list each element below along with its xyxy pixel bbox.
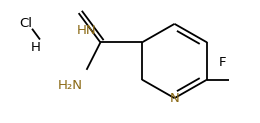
Text: Cl: Cl [19, 17, 32, 30]
Text: HN: HN [77, 24, 96, 37]
Text: H: H [31, 41, 41, 54]
Text: F: F [219, 56, 226, 69]
Text: H₂N: H₂N [58, 79, 83, 92]
Text: N: N [170, 92, 179, 105]
